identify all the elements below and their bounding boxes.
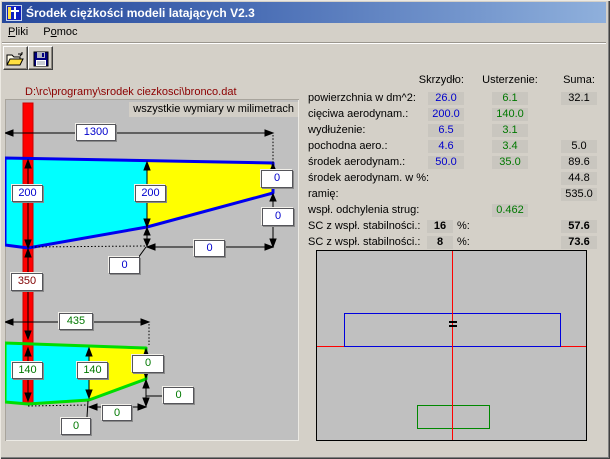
wing-root-chord-field[interactable]: 200 xyxy=(12,185,43,202)
sum-value: 57.6 xyxy=(561,220,597,233)
app-icon xyxy=(6,4,22,21)
result-row-label: środek aerodynam. w %: xyxy=(308,172,430,184)
tail-value: 6.1 xyxy=(492,92,528,105)
wing-outer-panel xyxy=(147,160,273,227)
wing-mid-chord-field[interactable]: 200 xyxy=(135,185,166,202)
tail-value: 35.0 xyxy=(492,156,528,169)
save-file-button[interactable] xyxy=(28,46,53,70)
window-title: Środek ciężkości modeli latających V2.3 xyxy=(26,5,255,20)
wing-tip-bottom-field[interactable]: 0 xyxy=(262,208,294,226)
menu-separator xyxy=(2,42,606,44)
open-folder-icon xyxy=(6,52,24,66)
tail-mid-chord-field[interactable]: 140 xyxy=(77,362,108,379)
planform-drawing xyxy=(5,102,277,418)
wing-value: 6.5 xyxy=(428,124,464,137)
save-floppy-icon xyxy=(33,51,48,67)
wing-value: 200.0 xyxy=(428,108,464,121)
titlebar[interactable]: Środek ciężkości modeli latających V2.3 xyxy=(2,2,606,23)
percent-label: %: xyxy=(457,236,470,248)
sum-value: 32.1 xyxy=(561,92,597,105)
result-row-label: powierzchnia w dm^2: xyxy=(308,92,416,104)
tail-break-field[interactable]: 0 xyxy=(61,418,91,435)
sum-value: 44.8 xyxy=(561,172,597,185)
tail-tip-bottom-field[interactable]: 0 xyxy=(163,387,194,404)
sum-value: 73.6 xyxy=(561,236,597,249)
drawing-panel: wszystkie wymiary w milimetrach 1300 200… xyxy=(5,99,299,441)
stability-coef-field[interactable]: 16 xyxy=(427,220,453,233)
tail-tip-top-field[interactable]: 0 xyxy=(132,355,164,373)
result-row-label: wydłużenie: xyxy=(308,124,366,136)
sum-value: 535.0 xyxy=(561,188,597,201)
tail-outer-panel xyxy=(89,346,146,400)
wing-value: 26.0 xyxy=(428,92,464,105)
wing-tip-top-field[interactable]: 0 xyxy=(261,170,293,188)
stability-coef-field[interactable]: 8 xyxy=(427,236,453,249)
header-sum-column: Suma: xyxy=(563,74,595,86)
open-file-button[interactable] xyxy=(3,46,28,70)
result-row-label: cięciwa aerodynam.: xyxy=(308,108,409,120)
wing-inner-panel xyxy=(5,158,147,248)
header-wing-column: Skrzydło: xyxy=(418,74,464,86)
wing-span-field[interactable]: 1300 xyxy=(76,124,116,141)
tail-value: 3.1 xyxy=(492,124,528,137)
preview-panel xyxy=(316,250,587,441)
menu-pliki[interactable]: Pliki xyxy=(8,26,29,38)
wing-value: 50.0 xyxy=(428,156,464,169)
result-row-label: SC z wspł. stabilności.: xyxy=(308,236,421,248)
wing-sweep-field[interactable]: 0 xyxy=(194,240,225,257)
sum-value: 89.6 xyxy=(561,156,597,169)
wing-value: 4.6 xyxy=(428,140,464,153)
result-row-label: środek aerodynam.: xyxy=(308,156,406,168)
menu-pomoc[interactable]: Pomoc xyxy=(43,26,78,38)
percent-label: %: xyxy=(457,220,470,232)
result-row-label: ramię: xyxy=(308,188,339,200)
wing-tail-distance-field[interactable]: 350 xyxy=(11,273,43,291)
tail-span-field[interactable]: 435 xyxy=(59,313,93,330)
tail-value: 140.0 xyxy=(492,108,528,121)
tail-sweep-field[interactable]: 0 xyxy=(102,405,132,421)
header-tail-column: Usterzenie: xyxy=(482,74,538,86)
wing-break-field[interactable]: 0 xyxy=(109,257,140,274)
result-row-label: pochodna aero.: xyxy=(308,140,388,152)
tail-root-chord-field[interactable]: 140 xyxy=(12,362,43,379)
vertical-centerline xyxy=(452,251,453,440)
file-path: D:\rc\programy\srodek ciezkosci\bronco.d… xyxy=(25,86,237,98)
result-row-label: SC z wspł. stabilności.: xyxy=(308,220,421,232)
sum-value: 5.0 xyxy=(561,140,597,153)
cg-marker xyxy=(449,321,457,329)
tail-front-view-rect xyxy=(417,405,490,429)
menubar: Pliki Pomoc xyxy=(2,24,606,42)
tail-value: 3.4 xyxy=(492,140,528,153)
dimensions-note: wszystkie wymiary w milimetrach xyxy=(129,102,298,117)
result-row-label: wspł. odchylenia strug: xyxy=(308,204,420,216)
tail-value: 0.462 xyxy=(492,204,528,217)
